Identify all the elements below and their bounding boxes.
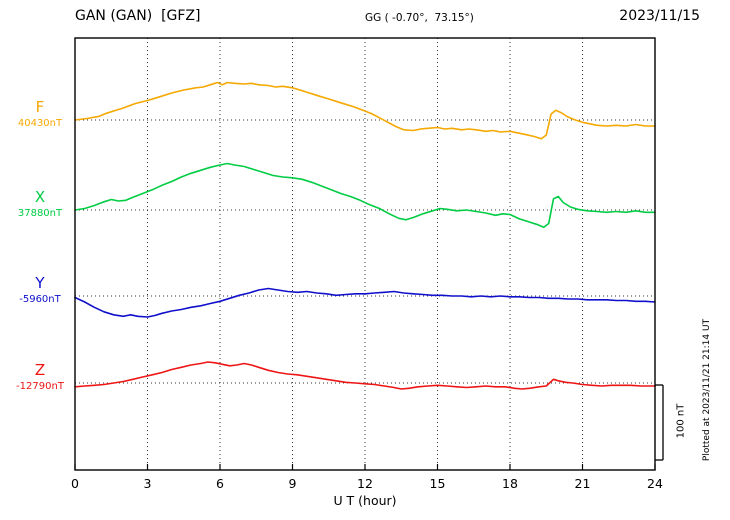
trace-X — [74, 162, 656, 229]
x-tick-label: 12 — [357, 476, 373, 491]
trace-F — [74, 81, 656, 140]
geographic-coords-label: GG ( -0.70°, 73.15°) — [365, 12, 474, 24]
series-label-F: F — [35, 98, 45, 116]
series-baseline-X: 37880nT — [17, 208, 63, 219]
series-label-X: X — [34, 188, 46, 206]
x-tick-label: 18 — [502, 476, 518, 491]
series-label-Z: Z — [34, 361, 46, 379]
x-tick-label: 6 — [216, 476, 224, 491]
plot-frame — [74, 37, 656, 471]
x-tick-label: 21 — [575, 476, 591, 491]
trace-Y — [74, 287, 656, 318]
plotted-at-note: Plotted at 2023/11/21 21:14 UT — [702, 318, 712, 462]
x-tick-label: 0 — [71, 476, 79, 491]
series-label-Y: Y — [35, 274, 45, 292]
x-tick-label: 9 — [289, 476, 297, 491]
series-baseline-F: 40430nT — [17, 118, 63, 129]
series-baseline-Z: -12790nT — [16, 381, 64, 392]
scale-bar-label: 100 nT — [675, 403, 687, 439]
date-label: 2023/11/15 — [619, 8, 700, 24]
x-tick-label: 3 — [144, 476, 152, 491]
x-axis-title: U T (hour) — [333, 493, 397, 508]
series-baseline-Y: -5960nT — [19, 294, 61, 305]
x-tick-label: 24 — [647, 476, 663, 491]
x-tick-label: 15 — [430, 476, 446, 491]
trace-Z — [74, 361, 656, 390]
station-title: GAN (GAN) [GFZ] — [75, 8, 201, 24]
